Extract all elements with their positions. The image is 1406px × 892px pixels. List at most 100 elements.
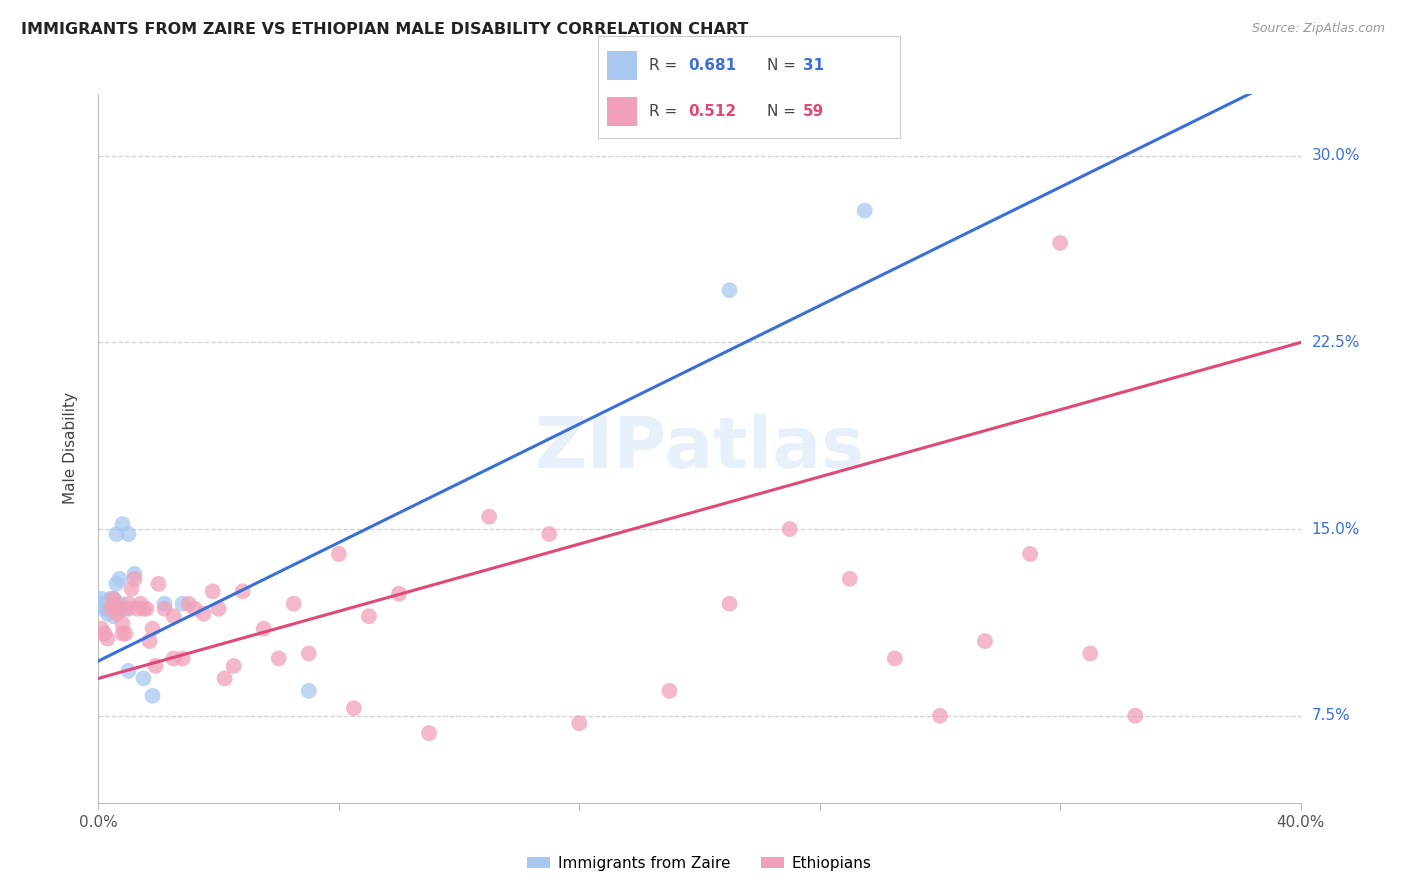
Point [90, 591, 112, 606]
Point [328, 547, 350, 561]
Point [193, 607, 215, 621]
Point [153, 601, 176, 615]
Point [96, 607, 118, 621]
Point [853, 203, 876, 218]
Text: 7.5%: 7.5% [1312, 708, 1350, 723]
Point [145, 659, 167, 673]
Point [141, 622, 163, 636]
Text: ZIPatlas: ZIPatlas [534, 414, 865, 483]
Point [1049, 235, 1071, 250]
Point [117, 601, 139, 615]
Point [103, 597, 125, 611]
Point [105, 527, 128, 541]
Point [478, 509, 501, 524]
Point [103, 597, 125, 611]
Point [138, 634, 160, 648]
Point [124, 572, 146, 586]
Text: 0.512: 0.512 [689, 104, 737, 120]
Point [132, 672, 155, 686]
Point [111, 626, 134, 640]
Text: R =: R = [650, 58, 682, 73]
Point [267, 651, 290, 665]
Point [117, 597, 139, 611]
Text: 15.0%: 15.0% [1312, 522, 1360, 537]
Point [100, 601, 122, 615]
Point [108, 572, 131, 586]
Text: 30.0%: 30.0% [1312, 148, 1360, 163]
Point [105, 577, 128, 591]
Point [172, 597, 194, 611]
Point [718, 597, 741, 611]
Point [153, 597, 176, 611]
Point [283, 597, 305, 611]
Point [103, 591, 125, 606]
Point [201, 584, 224, 599]
Point [208, 601, 231, 615]
Text: Source: ZipAtlas.com: Source: ZipAtlas.com [1251, 22, 1385, 36]
Point [117, 664, 139, 678]
Point [974, 634, 997, 648]
Point [93, 597, 115, 611]
Point [1019, 547, 1042, 561]
Text: N =: N = [766, 58, 800, 73]
Point [779, 522, 801, 536]
FancyBboxPatch shape [606, 97, 637, 126]
Point [183, 601, 205, 615]
Point [418, 726, 440, 740]
Point [117, 527, 139, 541]
Point [111, 517, 134, 532]
Y-axis label: Male Disability: Male Disability [63, 392, 77, 504]
Point [568, 716, 591, 731]
Point [718, 283, 741, 297]
Point [132, 601, 155, 615]
Point [105, 607, 128, 621]
Text: IMMIGRANTS FROM ZAIRE VS ETHIOPIAN MALE DISABILITY CORRELATION CHART: IMMIGRANTS FROM ZAIRE VS ETHIOPIAN MALE … [21, 22, 748, 37]
Point [929, 708, 952, 723]
Point [103, 591, 125, 606]
Point [127, 601, 149, 615]
Point [1078, 647, 1101, 661]
Point [100, 597, 122, 611]
Point [111, 616, 134, 631]
Point [357, 609, 380, 624]
Text: N =: N = [766, 104, 800, 120]
Point [114, 626, 136, 640]
Point [114, 601, 136, 615]
Point [90, 622, 112, 636]
Point [538, 527, 561, 541]
Point [172, 651, 194, 665]
Point [124, 566, 146, 581]
Point [121, 582, 143, 596]
Point [298, 647, 321, 661]
Point [222, 659, 245, 673]
Text: 31: 31 [803, 58, 824, 73]
Text: 0.681: 0.681 [689, 58, 737, 73]
Point [108, 601, 131, 615]
Point [232, 584, 254, 599]
Point [141, 689, 163, 703]
Point [96, 632, 118, 646]
Point [343, 701, 366, 715]
Point [162, 651, 184, 665]
Text: 22.5%: 22.5% [1312, 335, 1360, 350]
Point [214, 672, 236, 686]
Point [838, 572, 860, 586]
Point [148, 577, 170, 591]
Text: R =: R = [650, 104, 682, 120]
FancyBboxPatch shape [606, 51, 637, 79]
Point [135, 601, 157, 615]
Point [93, 626, 115, 640]
Point [162, 609, 184, 624]
Point [93, 601, 115, 615]
Point [1123, 708, 1146, 723]
Point [253, 622, 276, 636]
Point [883, 651, 905, 665]
Point [658, 683, 681, 698]
Point [298, 683, 321, 698]
Point [111, 601, 134, 615]
Point [96, 597, 118, 611]
Point [103, 609, 125, 624]
Point [96, 601, 118, 615]
Point [100, 601, 122, 615]
Point [388, 587, 411, 601]
